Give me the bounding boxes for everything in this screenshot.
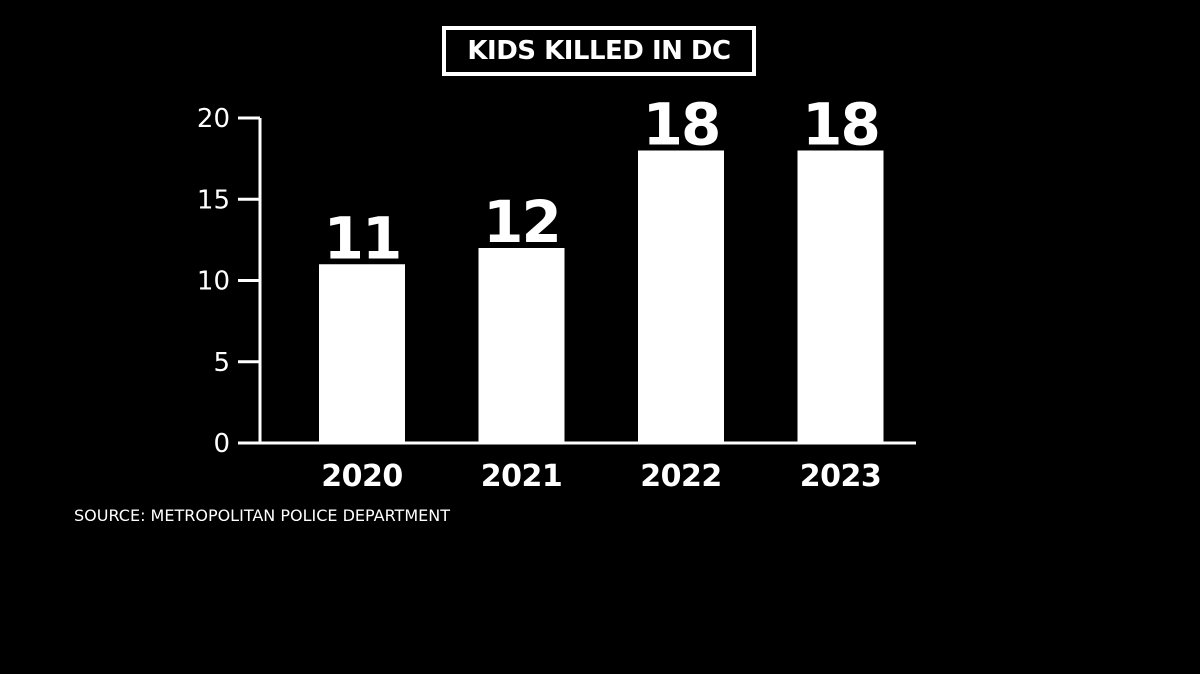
data-label-2022: 18 xyxy=(643,91,720,159)
bar-2023 xyxy=(797,150,884,443)
x-tick-label-2022: 2022 xyxy=(640,459,722,494)
x-tick-label-2021: 2021 xyxy=(481,459,563,494)
bar-2022 xyxy=(638,150,724,443)
y-tick-label: 5 xyxy=(213,348,230,378)
y-tick-label: 15 xyxy=(197,185,230,215)
y-tick-label: 20 xyxy=(197,104,230,134)
x-tick-label-2020: 2020 xyxy=(321,459,403,494)
y-tick-label: 10 xyxy=(197,267,230,297)
y-tick-label: 0 xyxy=(213,429,230,459)
chart-title: KIDS KILLED IN DC xyxy=(467,36,731,66)
data-label-2020: 11 xyxy=(324,204,401,272)
x-tick-label-2023: 2023 xyxy=(800,459,882,494)
data-label-2021: 12 xyxy=(483,188,560,256)
source-note: SOURCE: METROPOLITAN POLICE DEPARTMENT xyxy=(74,506,450,525)
data-label-2023: 18 xyxy=(802,91,879,159)
chart-title-box: KIDS KILLED IN DC xyxy=(442,26,756,76)
bar-2020 xyxy=(319,264,405,443)
bar-2021 xyxy=(478,248,565,443)
